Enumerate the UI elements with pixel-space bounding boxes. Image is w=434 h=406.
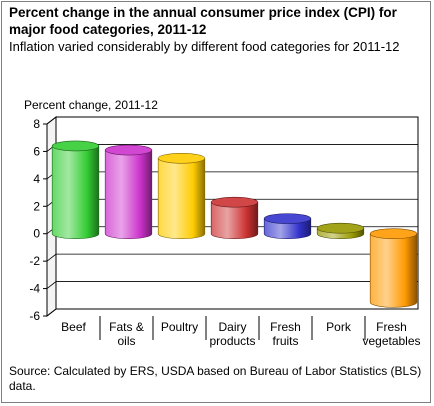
x-tick-label: Fats & — [109, 320, 144, 334]
bar — [316, 222, 365, 239]
gridline — [46, 116, 418, 125]
x-tick-label: fruits — [272, 334, 298, 348]
gridline — [46, 308, 418, 317]
bar — [210, 196, 259, 239]
x-tick-label: oils — [117, 334, 135, 348]
x-tick-label: Beef — [61, 320, 86, 334]
y-tick-label: 2 — [33, 199, 40, 213]
y-tick-label: -4 — [29, 282, 40, 296]
y-tick-label: 8 — [33, 117, 40, 131]
x-tick-label: Poultry — [161, 320, 198, 334]
chart-subtitle: Inflation varied considerably by differe… — [9, 39, 400, 54]
gridline — [46, 253, 418, 262]
y-tick-label: -2 — [29, 254, 40, 268]
gridline — [46, 281, 418, 289]
x-tick-label: vegetables — [362, 334, 420, 348]
source-note: Source: Calculated by ERS, USDA based on… — [9, 364, 422, 393]
x-tick-label: Pork — [326, 320, 352, 334]
y-axis-label: Percent change, 2011-12 — [24, 98, 158, 112]
y-tick-label: 4 — [33, 172, 40, 186]
bar — [263, 213, 312, 239]
y-tick-label: 6 — [33, 144, 40, 158]
bar — [51, 140, 100, 239]
x-tick-label: Dairy — [218, 320, 246, 334]
bar — [369, 228, 418, 308]
bar — [157, 152, 206, 239]
chart-title: Percent change in the annual consumer pr… — [9, 5, 397, 37]
y-tick-label: 0 — [33, 227, 40, 241]
x-tick-label: Fresh — [270, 320, 301, 334]
y-tick-label: -6 — [29, 309, 40, 323]
x-tick-label: Fresh — [376, 320, 407, 334]
x-tick-label: products — [209, 334, 255, 348]
bar — [104, 144, 153, 239]
